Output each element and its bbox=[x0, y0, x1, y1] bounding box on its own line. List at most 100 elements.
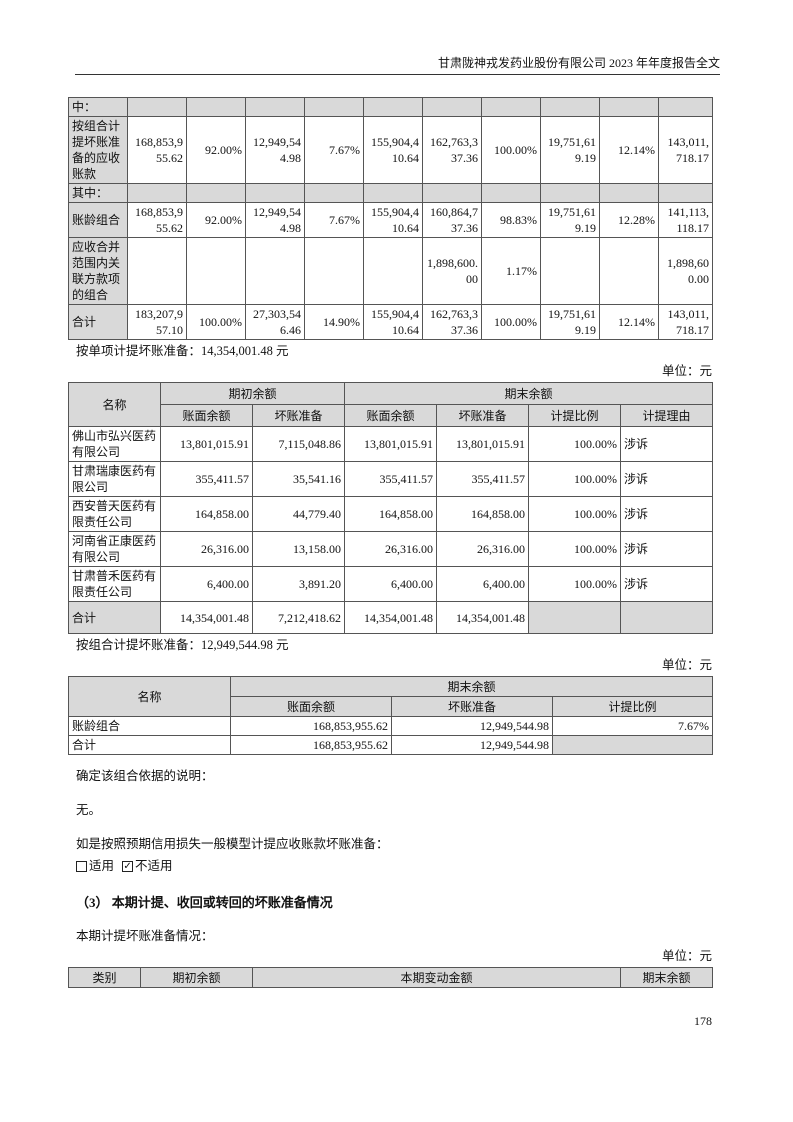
header-end: 期末余额 bbox=[344, 382, 714, 405]
aging-group-table: 名称 期末余额 账面余额 坏账准备 计提比例 账龄组合 168,853,955.62 1… bbox=[68, 676, 714, 755]
table-cell: 183,207,957.10 bbox=[127, 304, 187, 340]
table-cell: 155,904,410.64 bbox=[363, 202, 423, 238]
table-cell: 12,949,544.98 bbox=[245, 202, 305, 238]
row-label: 按组合计提坏账准备的应收账款 bbox=[68, 116, 128, 184]
table-cell bbox=[599, 237, 659, 305]
table-cell bbox=[540, 97, 600, 117]
table-cell: 账龄组合 bbox=[68, 716, 231, 736]
table-cell: 100.00% bbox=[481, 116, 541, 184]
table-cell: 甘肃普禾医药有限责任公司 bbox=[68, 566, 161, 602]
table-cell bbox=[127, 97, 187, 117]
table-cell: 西安普天医药有限责任公司 bbox=[68, 496, 161, 532]
table-cell: 168,853,955.62 bbox=[127, 116, 187, 184]
column-header: 类别 bbox=[68, 967, 141, 988]
basis-value: 无。 bbox=[76, 803, 102, 817]
table-cell bbox=[363, 183, 423, 203]
table-cell bbox=[245, 237, 305, 305]
table-cell: 6,400.00 bbox=[344, 566, 438, 602]
table-cell bbox=[481, 183, 541, 203]
unit-label: 单位：元 bbox=[661, 364, 712, 378]
table-cell bbox=[127, 237, 187, 305]
table-cell: 92.00% bbox=[186, 116, 246, 184]
table-cell: 12,949,544.98 bbox=[391, 735, 553, 755]
table-cell: 12.14% bbox=[599, 304, 659, 340]
table-cell: 164,858.00 bbox=[160, 496, 253, 532]
table-cell: 168,853,955.62 bbox=[230, 735, 392, 755]
table-cell: 155,904,410.64 bbox=[363, 304, 423, 340]
table-cell bbox=[528, 601, 622, 634]
table-cell: 7.67% bbox=[304, 202, 364, 238]
table-cell: 12.14% bbox=[599, 116, 659, 184]
table-cell: 7,212,418.62 bbox=[251, 601, 346, 634]
table-cell: 155,904,410.64 bbox=[363, 116, 423, 184]
table-cell bbox=[127, 183, 187, 203]
table-row: 账龄组合 168,853,955.62 12,949,544.98 7.67% bbox=[68, 716, 714, 736]
column-header: 账面余额 bbox=[344, 404, 438, 427]
table-row: 按组合计提坏账准备的应收账款 168,853,955.62 92.00% 12,949… bbox=[68, 116, 713, 184]
combination-table: 中： 按组合计提坏账准备的应收账款 168,853,955.62 92.00% 12,9… bbox=[68, 97, 713, 340]
table-cell: 35,541.16 bbox=[251, 461, 346, 497]
header-begin: 期初余额 bbox=[159, 382, 346, 405]
single-provision-note: 按单项计提坏账准备：14,354,001.48 元 bbox=[76, 344, 289, 358]
table-cell: 355,411.57 bbox=[344, 461, 438, 497]
table-row: 应收合并范围内关联方款项的组合 1,898,600.00 1.17% 1,898,60… bbox=[68, 237, 713, 305]
table-cell: 合计 bbox=[68, 735, 231, 755]
table-cell: 涉诉 bbox=[620, 461, 714, 497]
checkbox-unchecked-icon[interactable] bbox=[76, 860, 87, 872]
table-cell: 14,354,001.48 bbox=[344, 601, 438, 634]
table-cell: 1,898,600.00 bbox=[658, 237, 713, 305]
table-cell: 涉诉 bbox=[620, 496, 714, 532]
table-cell: 162,763,337.36 bbox=[422, 116, 482, 184]
table-cell bbox=[540, 237, 600, 305]
table-cell: 3,891.20 bbox=[251, 566, 346, 602]
table-row: 其中： bbox=[68, 183, 713, 203]
table-cell bbox=[481, 97, 541, 117]
checkbox-checked-icon[interactable]: ✓ bbox=[122, 860, 134, 872]
option-applicable: 适用 bbox=[89, 859, 115, 873]
basis-label: 确定该组合依据的说明： bbox=[76, 769, 214, 783]
table-cell: 涉诉 bbox=[620, 426, 714, 462]
table-cell bbox=[363, 97, 423, 117]
table-cell: 13,801,015.91 bbox=[160, 426, 253, 462]
table-cell: 143,011,718.17 bbox=[658, 304, 713, 340]
header-name: 名称 bbox=[68, 382, 161, 427]
unit-label: 单位：元 bbox=[661, 949, 712, 963]
section-subtitle: 本期计提坏账准备情况： bbox=[76, 929, 214, 943]
column-header: 期末余额 bbox=[620, 967, 713, 988]
table-cell: 100.00% bbox=[528, 531, 622, 567]
table-row: 佛山市弘兴医药有限公司 13,801,015.91 7,115,048.86 13,8… bbox=[68, 426, 714, 462]
column-header: 计提比例 bbox=[551, 696, 714, 717]
row-label: 中： bbox=[68, 97, 128, 117]
applicability-options: 适用 ✓ 不适用 bbox=[76, 857, 712, 875]
table-cell: 168,853,955.62 bbox=[127, 202, 187, 238]
table-cell bbox=[304, 183, 364, 203]
table-cell: 涉诉 bbox=[620, 531, 714, 567]
table-row: 西安普天医药有限责任公司 164,858.00 44,779.40 164,858.0… bbox=[68, 496, 714, 532]
table-cell: 168,853,955.62 bbox=[230, 716, 392, 736]
table-cell: 92.00% bbox=[186, 202, 246, 238]
table-cell: 12,949,544.98 bbox=[391, 716, 553, 736]
table-cell: 7.67% bbox=[304, 116, 364, 184]
unit-label: 单位：元 bbox=[661, 658, 712, 672]
table-cell: 162,763,337.36 bbox=[422, 304, 482, 340]
table-cell bbox=[186, 97, 246, 117]
section-title: （3） 本期计提、收回或转回的坏账准备情况 bbox=[76, 895, 333, 910]
table-cell: 合计 bbox=[68, 601, 161, 634]
header-end: 期末余额 bbox=[229, 676, 714, 697]
table-row: 甘肃瑞康医药有限公司 355,411.57 35,541.16 355,411.57 3… bbox=[68, 461, 714, 497]
table-cell: 13,158.00 bbox=[251, 531, 346, 567]
table-cell: 143,011,718.17 bbox=[658, 116, 713, 184]
table-cell: 19,751,619.19 bbox=[540, 202, 600, 238]
table-cell: 164,858.00 bbox=[436, 496, 530, 532]
table-cell: 100.00% bbox=[186, 304, 246, 340]
column-header: 账面余额 bbox=[160, 404, 253, 427]
table-cell: 100.00% bbox=[481, 304, 541, 340]
table-cell: 14.90% bbox=[304, 304, 364, 340]
column-header: 计提理由 bbox=[620, 404, 714, 427]
table-cell: 涉诉 bbox=[620, 566, 714, 602]
table-cell: 19,751,619.19 bbox=[540, 116, 600, 184]
table-cell: 河南省正康医药有限公司 bbox=[68, 531, 161, 567]
table-cell bbox=[245, 97, 305, 117]
table-cell bbox=[186, 183, 246, 203]
table-cell: 160,864,737.36 bbox=[422, 202, 482, 238]
